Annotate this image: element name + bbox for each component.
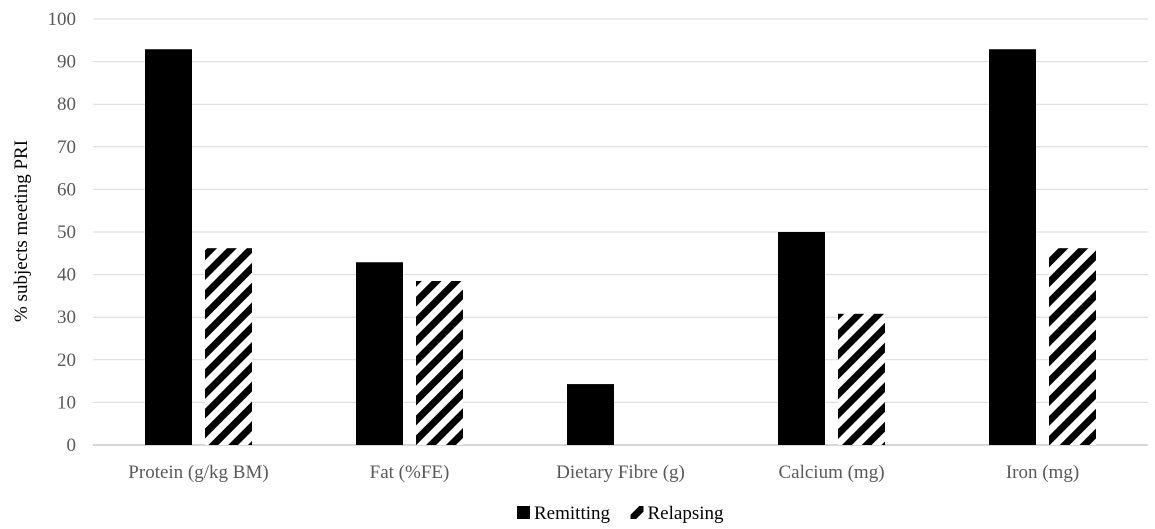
x-category-label: Dietary Fibre (g) [556, 462, 685, 483]
x-category-label: Fat (%FE) [370, 462, 450, 483]
legend-swatch [517, 506, 531, 519]
bar-relapsing-3 [838, 313, 885, 445]
x-category-label: Iron (mg) [1006, 462, 1079, 483]
bar-relapsing-4 [1049, 248, 1096, 445]
y-tick-label: 50 [57, 222, 76, 243]
legend-item-relapsing: Relapsing [630, 503, 724, 524]
legend-label: Relapsing [648, 503, 724, 524]
bar-remitting-3 [778, 232, 825, 445]
y-tick-label: 10 [57, 392, 76, 413]
gridlines [93, 18, 1148, 446]
x-category-label: Protein (g/kg BM) [128, 462, 268, 483]
bars [145, 49, 1096, 445]
y-tick-label: 100 [48, 9, 77, 30]
y-tick-label: 90 [57, 52, 76, 73]
legend-label: Remitting [534, 503, 611, 524]
y-tick-label: 0 [67, 435, 77, 456]
y-tick-label: 60 [57, 179, 76, 200]
x-category-label: Calcium (mg) [778, 462, 884, 483]
legend-swatch [630, 506, 644, 519]
y-tick-label: 70 [57, 137, 76, 158]
bar-remitting-4 [989, 49, 1036, 445]
y-tick-label: 40 [57, 265, 76, 286]
legend: Remitting Relapsing [517, 503, 724, 524]
y-axis-ticks: 0 10 20 30 40 50 60 70 80 90 100 [48, 9, 77, 456]
y-tick-label: 80 [57, 94, 76, 115]
bar-remitting-1 [356, 262, 403, 445]
y-axis-label: % subjects meeting PRI [11, 140, 32, 322]
bar-relapsing-0 [205, 248, 252, 445]
y-tick-label: 30 [57, 307, 76, 328]
bar-remitting-0 [145, 49, 192, 445]
x-axis-categories: Protein (g/kg BM) Fat (%FE) Dietary Fibre … [128, 462, 1079, 483]
bar-remitting-2 [567, 384, 614, 445]
y-tick-label: 20 [57, 350, 76, 371]
legend-item-remitting: Remitting [517, 503, 611, 524]
bar-relapsing-1 [416, 280, 463, 445]
